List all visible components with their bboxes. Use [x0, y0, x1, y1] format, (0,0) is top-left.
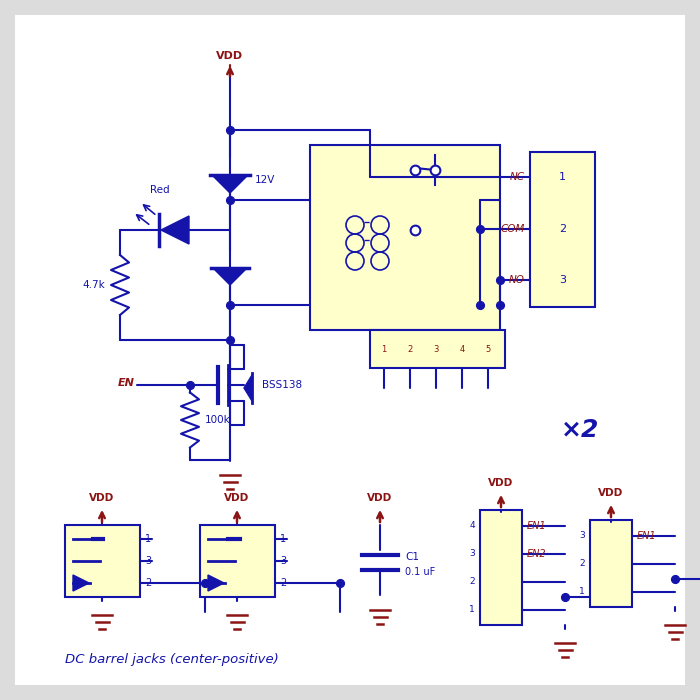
Polygon shape — [212, 175, 248, 193]
Text: 3: 3 — [559, 275, 566, 285]
Text: 3: 3 — [280, 556, 286, 566]
Text: 2: 2 — [470, 578, 475, 587]
Text: 3: 3 — [469, 550, 475, 559]
Bar — [590, 520, 632, 607]
Text: VDD: VDD — [216, 51, 244, 61]
Text: Red: Red — [150, 185, 170, 195]
Text: 4: 4 — [470, 522, 475, 531]
Text: 1: 1 — [469, 606, 475, 615]
Bar — [200, 525, 275, 597]
Bar — [480, 510, 522, 625]
Text: EN2: EN2 — [527, 549, 547, 559]
Text: EN1: EN1 — [527, 521, 547, 531]
Text: DC barrel jacks (center-positive): DC barrel jacks (center-positive) — [65, 654, 279, 666]
Text: 0.1 uF: 0.1 uF — [405, 567, 435, 577]
Polygon shape — [73, 575, 89, 591]
Text: 12V: 12V — [255, 175, 275, 185]
Bar — [60, 30, 650, 475]
Text: 2: 2 — [407, 344, 412, 354]
Text: 1: 1 — [559, 172, 566, 182]
Text: 2: 2 — [280, 578, 286, 588]
Text: ×2: ×2 — [561, 418, 599, 442]
Text: 3: 3 — [145, 556, 151, 566]
Text: EN: EN — [118, 378, 135, 388]
Text: 100k: 100k — [205, 415, 231, 425]
Polygon shape — [244, 375, 252, 401]
Text: 2: 2 — [580, 559, 585, 568]
Polygon shape — [213, 268, 247, 285]
Text: 4: 4 — [459, 344, 465, 354]
Text: 2: 2 — [559, 224, 566, 234]
Text: 3: 3 — [433, 344, 439, 354]
Text: VDD: VDD — [489, 478, 514, 488]
Text: NO: NO — [509, 275, 525, 285]
Text: 1: 1 — [280, 534, 286, 544]
Text: 1: 1 — [382, 344, 386, 354]
Text: VDD: VDD — [225, 493, 250, 503]
Polygon shape — [208, 575, 224, 591]
Text: EN1: EN1 — [637, 531, 657, 541]
Text: 1: 1 — [145, 534, 151, 544]
Bar — [370, 330, 505, 368]
Text: 3: 3 — [580, 531, 585, 540]
Text: 4.7k: 4.7k — [83, 280, 105, 290]
Text: VDD: VDD — [598, 488, 624, 498]
Polygon shape — [161, 216, 189, 244]
Bar — [530, 152, 595, 307]
Text: VDD: VDD — [368, 493, 393, 503]
Bar — [310, 145, 500, 330]
Bar — [65, 525, 140, 597]
Text: BSS138: BSS138 — [262, 380, 302, 390]
Text: 5: 5 — [485, 344, 491, 354]
Text: 2: 2 — [145, 578, 151, 588]
Text: 1: 1 — [580, 587, 585, 596]
Text: COM: COM — [500, 224, 525, 234]
Text: NC: NC — [510, 172, 525, 182]
Text: VDD: VDD — [90, 493, 115, 503]
Text: C1: C1 — [405, 552, 419, 562]
